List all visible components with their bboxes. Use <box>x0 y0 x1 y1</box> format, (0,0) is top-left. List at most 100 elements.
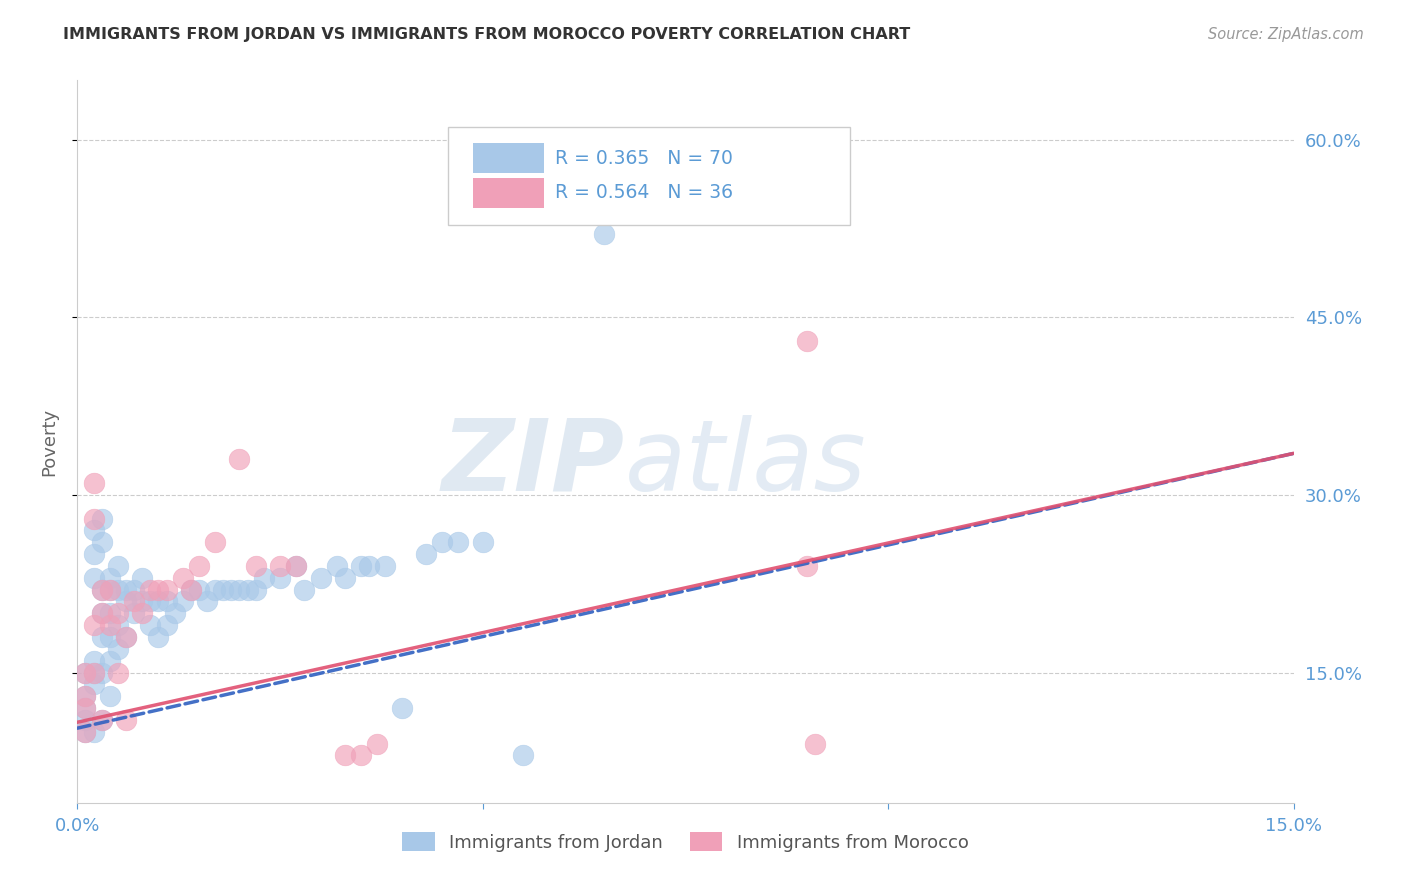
Point <box>115 630 138 644</box>
Point <box>83 677 105 691</box>
Point <box>83 654 105 668</box>
Point <box>115 594 138 608</box>
Point <box>350 558 373 573</box>
Point <box>139 594 162 608</box>
Point <box>115 582 138 597</box>
Point <box>155 594 177 608</box>
Text: R = 0.365   N = 70: R = 0.365 N = 70 <box>555 149 733 168</box>
Point <box>131 571 153 585</box>
Text: ZIP: ZIP <box>441 415 624 512</box>
Point <box>172 571 194 585</box>
FancyBboxPatch shape <box>472 178 544 208</box>
Point <box>228 452 250 467</box>
Point <box>75 665 97 680</box>
Point <box>326 558 349 573</box>
Point <box>83 665 105 680</box>
Text: atlas: atlas <box>624 415 866 512</box>
Point <box>804 737 827 751</box>
Point <box>269 571 291 585</box>
Point <box>236 582 259 597</box>
Point <box>75 713 97 727</box>
Point <box>415 547 437 561</box>
Point <box>107 558 129 573</box>
Point <box>212 582 235 597</box>
Point <box>333 571 356 585</box>
Point <box>90 607 112 621</box>
Point <box>366 737 388 751</box>
Point <box>148 630 170 644</box>
Point <box>90 665 112 680</box>
Point <box>107 607 129 621</box>
Point <box>83 475 105 490</box>
Point <box>172 594 194 608</box>
Point <box>471 535 494 549</box>
Point <box>107 641 129 656</box>
Point <box>122 582 145 597</box>
Point <box>98 630 121 644</box>
Point <box>75 724 97 739</box>
Point <box>90 511 112 525</box>
FancyBboxPatch shape <box>472 143 544 173</box>
Point <box>155 618 177 632</box>
Point <box>391 701 413 715</box>
Point <box>83 524 105 538</box>
Point <box>90 713 112 727</box>
Point <box>292 582 315 597</box>
Y-axis label: Poverty: Poverty <box>41 408 59 475</box>
Point <box>90 582 112 597</box>
Point <box>98 582 121 597</box>
Point <box>139 618 162 632</box>
Point <box>122 607 145 621</box>
Point <box>131 594 153 608</box>
Point <box>148 582 170 597</box>
Point <box>90 582 112 597</box>
Point <box>115 713 138 727</box>
Point <box>350 748 373 763</box>
Point <box>359 558 381 573</box>
Point <box>148 594 170 608</box>
Point <box>204 582 226 597</box>
Legend: Immigrants from Jordan, Immigrants from Morocco: Immigrants from Jordan, Immigrants from … <box>395 825 976 859</box>
Point <box>796 558 818 573</box>
Point <box>180 582 202 597</box>
Point <box>98 571 121 585</box>
Point <box>90 607 112 621</box>
Point <box>75 701 97 715</box>
Point <box>122 594 145 608</box>
Point <box>90 630 112 644</box>
Point <box>83 665 105 680</box>
Point <box>98 618 121 632</box>
Text: Source: ZipAtlas.com: Source: ZipAtlas.com <box>1208 27 1364 42</box>
Point <box>204 535 226 549</box>
Point <box>75 701 97 715</box>
Point <box>107 618 129 632</box>
Point <box>83 511 105 525</box>
Point <box>188 582 211 597</box>
Point <box>155 582 177 597</box>
Point <box>245 558 267 573</box>
Point <box>285 558 308 573</box>
Point <box>98 654 121 668</box>
Point <box>75 689 97 703</box>
Point <box>83 724 105 739</box>
Point <box>90 713 112 727</box>
Point <box>83 547 105 561</box>
Point <box>98 582 121 597</box>
Point <box>98 607 121 621</box>
Text: R = 0.564   N = 36: R = 0.564 N = 36 <box>555 184 734 202</box>
Point <box>115 630 138 644</box>
Point <box>269 558 291 573</box>
Point <box>430 535 453 549</box>
Point <box>83 618 105 632</box>
Point <box>447 535 470 549</box>
Point <box>333 748 356 763</box>
Text: IMMIGRANTS FROM JORDAN VS IMMIGRANTS FROM MOROCCO POVERTY CORRELATION CHART: IMMIGRANTS FROM JORDAN VS IMMIGRANTS FRO… <box>63 27 911 42</box>
Point <box>253 571 276 585</box>
Point <box>139 582 162 597</box>
Point <box>245 582 267 597</box>
Point <box>512 748 534 763</box>
Point <box>107 582 129 597</box>
Point <box>796 334 818 348</box>
Point <box>75 724 97 739</box>
Point <box>90 535 112 549</box>
